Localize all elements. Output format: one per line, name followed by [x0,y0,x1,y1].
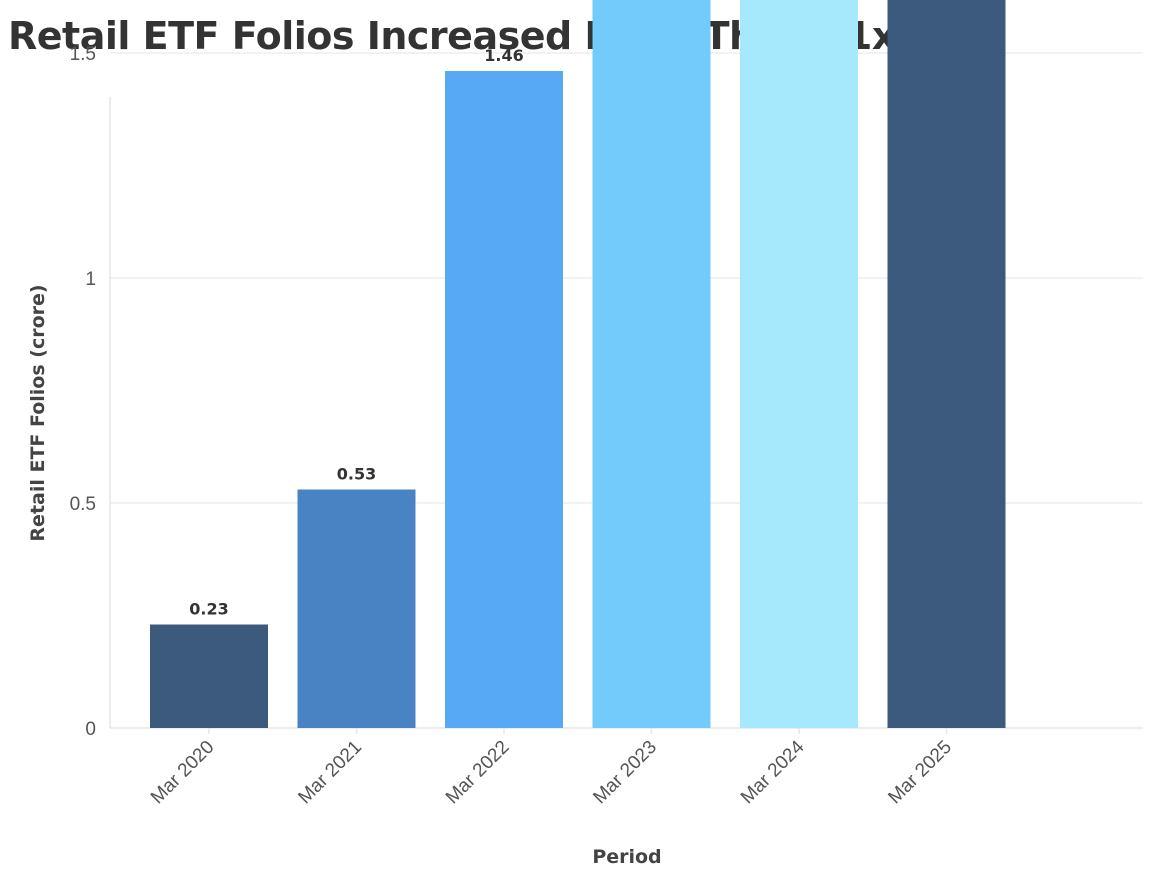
x-axis-ticks: Mar 2020 Mar 2021 Mar 2022 Mar 2023 Mar 2024… [147,736,956,808]
x-axis-title: Period [592,846,661,868]
x-tick-label: Mar 2023 [589,737,661,809]
bar [297,489,416,728]
x-tick-label: Mar 2024 [737,736,809,808]
y-tick-label: 1 [85,269,96,290]
y-axis-title: Retail ETF Folios (crore) [27,284,49,541]
bars [150,0,1006,728]
x-tick-label: Mar 2021 [294,737,366,809]
x-tick-label: Mar 2020 [147,737,219,809]
x-tick-label: Mar 2025 [884,737,956,809]
y-tick-label: 1.5 [70,44,96,65]
bar [592,0,711,728]
bar-value-label: 1.46 [484,46,523,65]
bar [445,71,563,728]
x-tick-label: Mar 2022 [442,737,514,809]
bar [887,0,1006,728]
y-tick-label: 0.5 [70,494,96,515]
bar-value-label: 0.53 [337,465,376,484]
y-axis-ticks: 00.511.522.5 [70,44,96,740]
bar [740,0,858,728]
y-tick-label: 0 [85,719,96,740]
bar-value-label: 0.23 [189,600,228,619]
bar-value-labels: 0.230.531.461.651.842.63 [189,46,523,619]
bar [150,624,268,728]
